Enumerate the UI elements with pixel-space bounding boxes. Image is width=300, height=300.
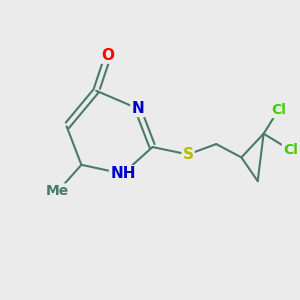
Text: S: S [183, 147, 194, 162]
Text: N: N [131, 101, 144, 116]
Text: Cl: Cl [271, 103, 286, 117]
Text: O: O [102, 48, 115, 63]
Text: Me: Me [46, 184, 69, 199]
Text: Cl: Cl [283, 143, 298, 157]
Text: NH: NH [110, 166, 136, 181]
